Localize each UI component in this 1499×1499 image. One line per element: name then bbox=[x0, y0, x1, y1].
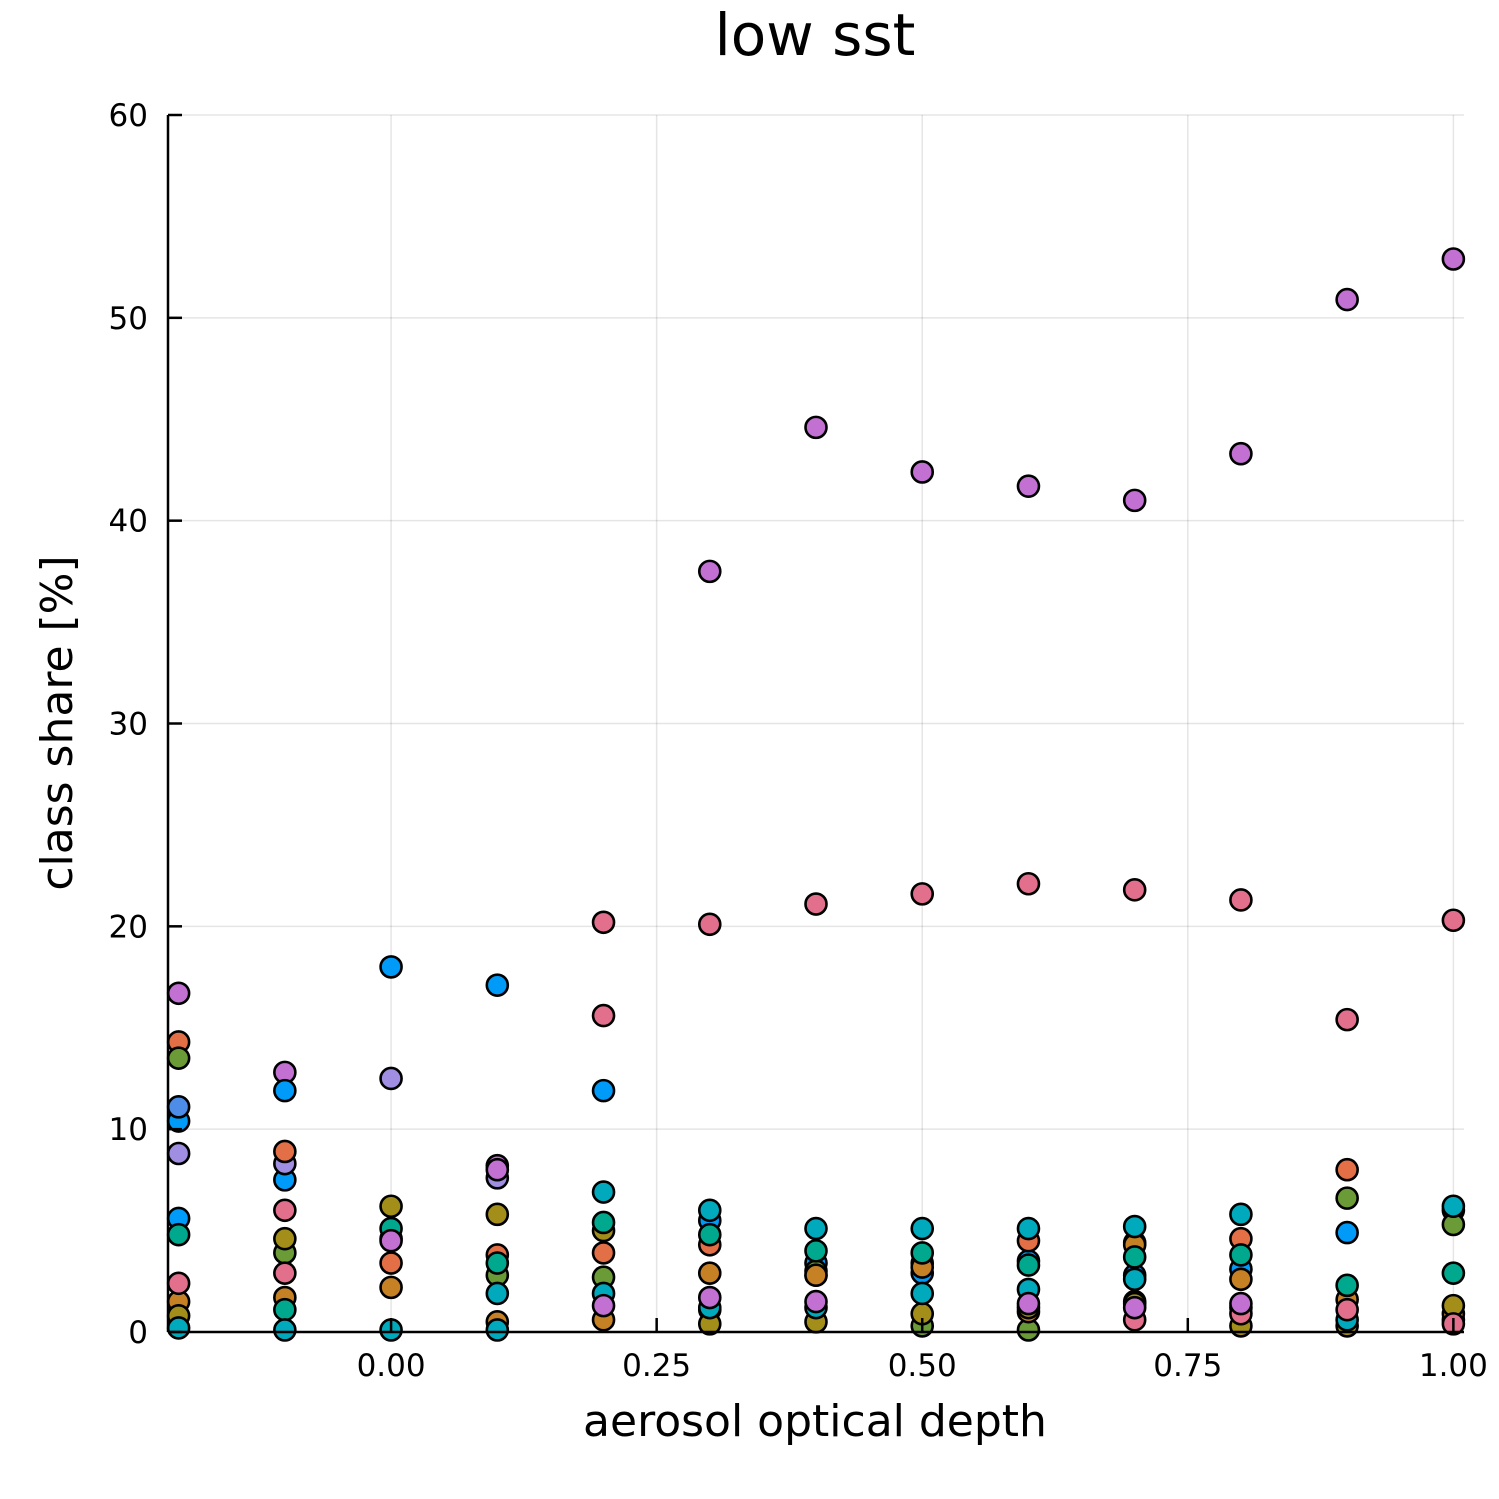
data-point bbox=[804, 1289, 828, 1314]
data-point bbox=[1122, 878, 1147, 902]
data-point bbox=[1335, 287, 1359, 312]
data-point bbox=[1016, 474, 1041, 498]
data-point bbox=[697, 559, 722, 584]
grid-lines bbox=[168, 114, 1464, 1333]
data-point bbox=[1335, 1007, 1359, 1032]
y-tick-label: 60 bbox=[109, 98, 148, 134]
data-point bbox=[591, 1003, 616, 1028]
data-point bbox=[273, 1139, 297, 1164]
data-point bbox=[485, 1318, 510, 1342]
data-point bbox=[1016, 1253, 1041, 1277]
data-point bbox=[591, 910, 616, 935]
data-point bbox=[804, 892, 828, 916]
data-point bbox=[804, 415, 828, 440]
data-point bbox=[804, 1216, 828, 1241]
x-axis-label: aerosol optical depth bbox=[583, 1396, 1047, 1447]
data-point bbox=[697, 1222, 722, 1247]
data-point bbox=[1122, 488, 1147, 513]
data-point bbox=[379, 1194, 403, 1219]
data-point bbox=[1122, 1267, 1147, 1292]
data-point bbox=[1122, 1214, 1147, 1239]
data-point bbox=[910, 1281, 935, 1306]
data-point bbox=[1441, 1194, 1466, 1219]
data-point bbox=[166, 981, 191, 1006]
data-point bbox=[697, 1198, 722, 1223]
data-point bbox=[1335, 1297, 1359, 1322]
data-point bbox=[1441, 1261, 1466, 1285]
data-point bbox=[591, 1210, 616, 1235]
y-tick-label: 30 bbox=[109, 707, 148, 743]
y-tick-label: 10 bbox=[109, 1112, 148, 1148]
data-point bbox=[910, 460, 935, 484]
data-point bbox=[379, 1275, 403, 1300]
data-point bbox=[697, 912, 722, 937]
data-point bbox=[1016, 1291, 1041, 1316]
data-point bbox=[804, 1263, 828, 1288]
data-point bbox=[1441, 247, 1466, 271]
data-point bbox=[1229, 1243, 1253, 1267]
data-point bbox=[166, 1271, 191, 1296]
data-point bbox=[1229, 1267, 1253, 1292]
data-point bbox=[1122, 1245, 1147, 1269]
y-tick-label: 0 bbox=[128, 1315, 148, 1351]
data-point bbox=[485, 1157, 510, 1182]
data-point bbox=[697, 1261, 722, 1285]
tick-labels: 0.00 0.25 0.50 0.75 1.00 0 10 20 30 40 50 60 bbox=[109, 98, 1488, 1384]
data-point bbox=[1229, 1202, 1253, 1227]
y-tick-label: 20 bbox=[109, 909, 148, 945]
data-point bbox=[166, 1222, 191, 1247]
data-point bbox=[485, 1251, 510, 1275]
y-tick-label: 40 bbox=[109, 504, 148, 540]
data-point bbox=[591, 1293, 616, 1318]
data-point bbox=[1016, 871, 1041, 896]
data-point bbox=[485, 1281, 510, 1306]
data-point bbox=[1229, 441, 1253, 466]
y-axis-label: class share [%] bbox=[32, 555, 83, 890]
data-point bbox=[1335, 1220, 1359, 1245]
data-point bbox=[1122, 1295, 1147, 1320]
data-point bbox=[697, 1285, 722, 1310]
data-point bbox=[166, 1141, 191, 1166]
axes bbox=[166, 113, 1464, 1334]
x-tick-label: 1.00 bbox=[1419, 1348, 1488, 1384]
data-point bbox=[273, 1318, 297, 1342]
data-point bbox=[273, 1198, 297, 1223]
data-point bbox=[1229, 1291, 1253, 1316]
x-tick-label: 0.00 bbox=[357, 1348, 426, 1384]
data-point bbox=[804, 1239, 828, 1263]
data-point bbox=[1335, 1186, 1359, 1210]
x-tick-label: 0.75 bbox=[1153, 1348, 1222, 1384]
data-point bbox=[1335, 1157, 1359, 1182]
data-point bbox=[379, 1228, 403, 1253]
data-point bbox=[166, 1095, 191, 1119]
data-point bbox=[1441, 908, 1466, 933]
data-point bbox=[379, 955, 403, 979]
data-point bbox=[591, 1078, 616, 1103]
data-point bbox=[273, 1226, 297, 1251]
data-point bbox=[1229, 888, 1253, 912]
data-point bbox=[910, 882, 935, 906]
data-point bbox=[166, 1316, 191, 1340]
data-point bbox=[910, 1216, 935, 1241]
y-tick-label: 50 bbox=[109, 301, 148, 337]
data-point bbox=[1335, 1273, 1359, 1298]
data-point bbox=[273, 1078, 297, 1103]
x-tick-label: 0.25 bbox=[622, 1348, 691, 1384]
data-point bbox=[379, 1251, 403, 1275]
chart-title: low sst bbox=[715, 1, 916, 69]
data-point bbox=[273, 1261, 297, 1285]
data-point bbox=[485, 1202, 510, 1227]
data-point bbox=[379, 1066, 403, 1091]
data-points bbox=[166, 247, 1466, 1342]
data-point bbox=[591, 1241, 616, 1265]
data-point bbox=[166, 1046, 191, 1070]
data-point bbox=[591, 1180, 616, 1204]
data-point bbox=[1016, 1216, 1041, 1241]
data-point bbox=[485, 973, 510, 997]
x-tick-label: 0.50 bbox=[888, 1348, 957, 1384]
data-point bbox=[273, 1297, 297, 1322]
data-point bbox=[910, 1241, 935, 1265]
